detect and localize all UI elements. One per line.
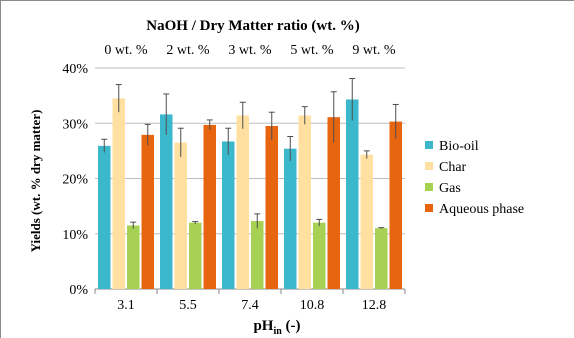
legend-swatch <box>425 141 433 149</box>
bar-bio-oil <box>346 99 359 290</box>
x-tick-label: 3.1 <box>117 298 135 313</box>
x-axis-label-subscript: in <box>273 326 282 337</box>
y-tick-label: 40% <box>62 62 88 77</box>
bar-aqueous-phase <box>265 126 278 289</box>
legend-swatch <box>425 183 433 191</box>
chart-title: NaOH / Dry Matter ratio (wt. %) <box>146 18 359 34</box>
legend-label: Char <box>439 160 467 175</box>
y-axis-label: Yields (wt. % dry matter) <box>28 110 43 253</box>
y-tick-labels: 0% 10% 20% 30% 40% <box>62 62 88 298</box>
bar-char <box>174 142 187 289</box>
x-tick-label: 12.8 <box>362 298 387 313</box>
bar-gas <box>251 221 264 289</box>
x-tick-label: 10.8 <box>300 298 325 313</box>
bar-gas <box>313 222 326 289</box>
top-category-labels: 0 wt. % 2 wt. % 3 wt. % 5 wt. % 9 wt. % <box>104 43 396 58</box>
error-bars <box>101 77 399 229</box>
legend-swatch <box>425 162 433 170</box>
bar-gas <box>375 228 388 289</box>
top-category-label: 2 wt. % <box>166 43 210 58</box>
bar-aqueous-phase <box>327 117 340 289</box>
bar-bio-oil <box>98 145 111 289</box>
image-border-left <box>0 0 1 338</box>
top-category-label: 0 wt. % <box>104 43 148 58</box>
bar-gas <box>127 225 140 289</box>
legend-swatch <box>425 204 433 212</box>
y-tick-label: 30% <box>62 117 88 132</box>
bar-aqueous-phase <box>203 124 216 289</box>
legend-label: Aqueous phase <box>439 202 524 217</box>
x-tick-label: 5.5 <box>179 298 197 313</box>
y-tick-label: 20% <box>62 173 88 188</box>
top-category-label: 3 wt. % <box>228 43 272 58</box>
bar-char <box>112 98 125 289</box>
bar-aqueous-phase <box>389 121 402 289</box>
x-axis-label: pHin (-) <box>253 318 300 337</box>
bar-series <box>98 98 402 290</box>
bar-char <box>236 115 249 289</box>
legend-label: Bio-oil <box>439 139 479 154</box>
bar-bio-oil <box>160 114 173 289</box>
top-category-label: 5 wt. % <box>290 43 334 58</box>
bar-gas <box>189 222 202 289</box>
top-category-label: 9 wt. % <box>352 43 396 58</box>
bar-aqueous-phase <box>141 134 154 289</box>
x-tick-labels: 3.1 5.5 7.4 10.8 12.8 <box>117 298 386 313</box>
bar-bio-oil <box>284 148 297 289</box>
legend-label: Gas <box>439 181 461 196</box>
x-tick-label: 7.4 <box>241 298 259 313</box>
bar-char <box>298 115 311 289</box>
x-axis-label-main: pH <box>253 318 273 334</box>
bar-char <box>360 154 373 289</box>
bar-bio-oil <box>222 141 235 289</box>
legend: Bio-oil Char Gas Aqueous phase <box>425 139 524 217</box>
y-tick-label: 0% <box>69 283 88 298</box>
image-border-top <box>0 0 574 1</box>
x-axis-label-suffix: (-) <box>282 318 301 334</box>
y-tick-label: 10% <box>62 228 88 243</box>
